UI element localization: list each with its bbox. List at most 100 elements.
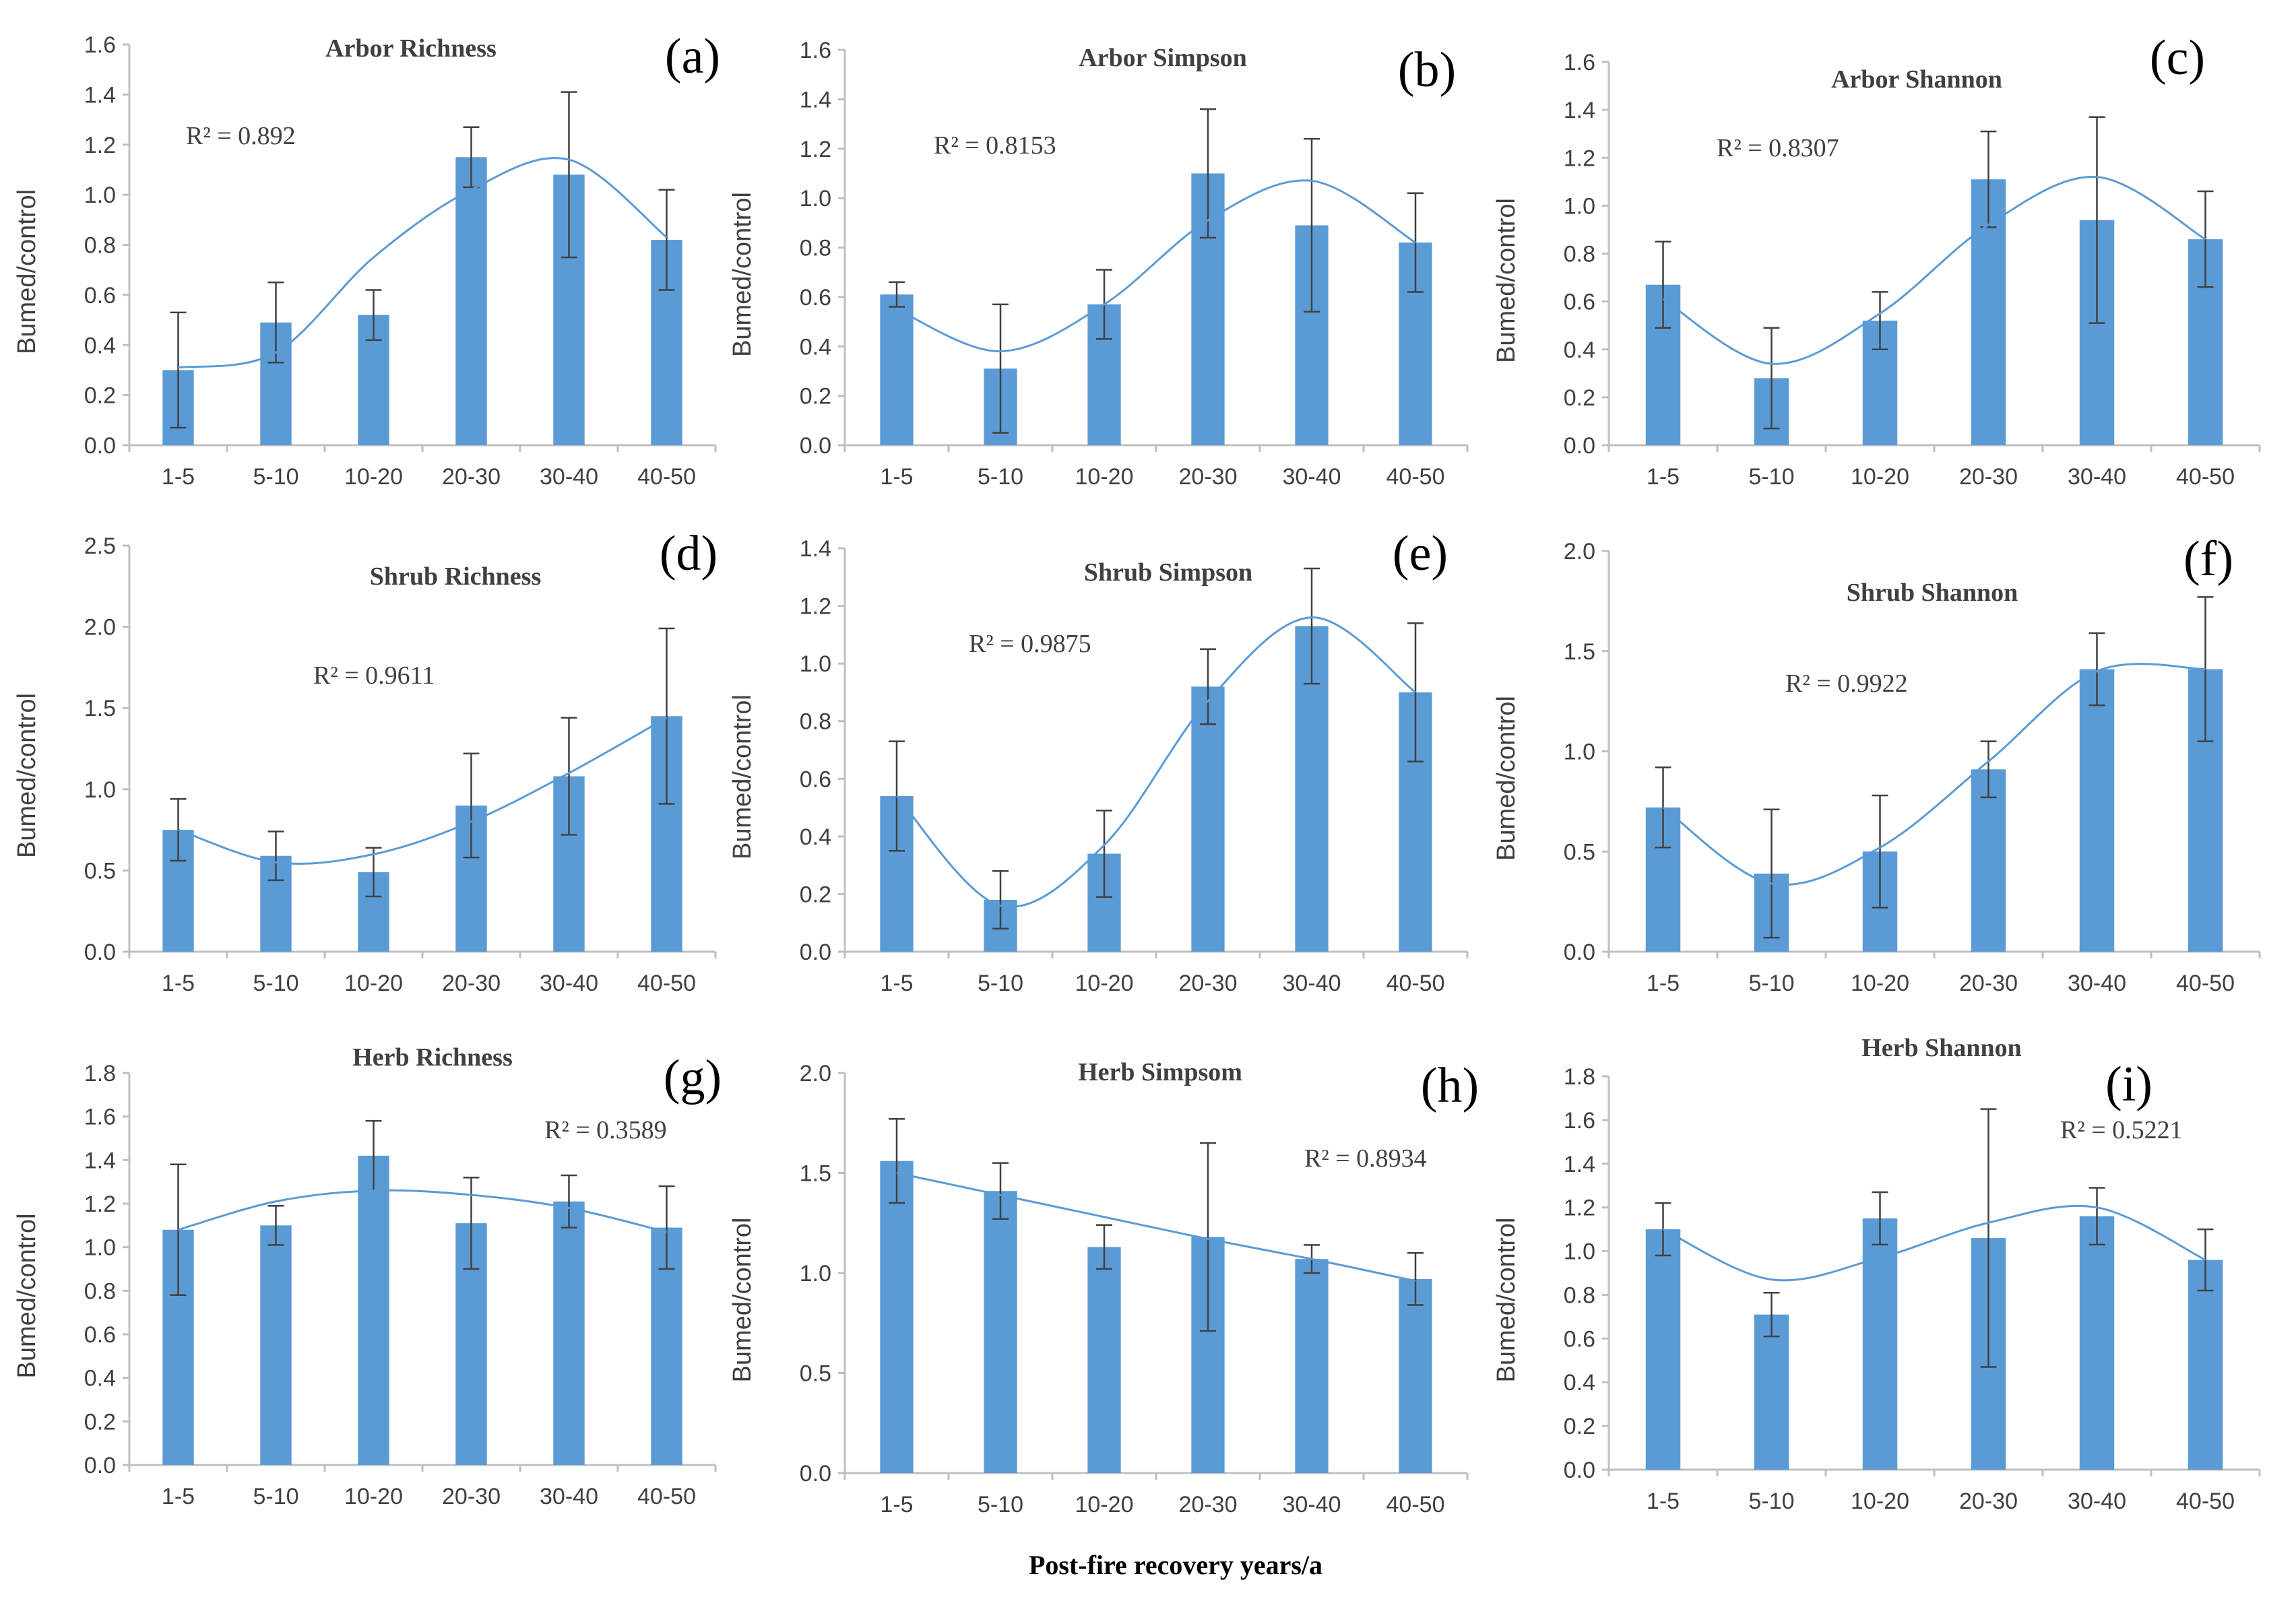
bar-30-40 xyxy=(553,1201,585,1465)
error-bar xyxy=(1096,1224,1112,1270)
error-bar xyxy=(992,303,1009,434)
y-tick-label: 1.0 xyxy=(800,1261,831,1286)
x-tick-label: 1-5 xyxy=(162,464,195,490)
y-tick-label: 0.2 xyxy=(800,384,831,410)
y-tick-label: 0.0 xyxy=(800,940,831,965)
error-bar xyxy=(267,1204,284,1246)
error-bar xyxy=(992,1162,1009,1220)
x-tick-label: 20-30 xyxy=(442,1484,501,1509)
x-tick-label: 20-30 xyxy=(1179,971,1238,996)
bar-1-5 xyxy=(1645,1229,1681,1470)
chart-d: 0.0 0.5 1.0 1.5 2.0 2.5 1-5 5-10 10-20 20-30 30-40… xyxy=(13,526,718,996)
y-tick-label: 0.4 xyxy=(800,334,831,360)
y-tick-label: 0.8 xyxy=(84,1278,116,1304)
error-bar xyxy=(561,1174,577,1229)
error-bar xyxy=(1304,567,1320,685)
error-bar xyxy=(1980,1108,1997,1368)
y-tick-label: 0.6 xyxy=(1564,290,1595,315)
bar-30-40 xyxy=(2079,1216,2115,1470)
y-tick-label: 0.2 xyxy=(84,383,116,409)
y-axis-title: Bumed/control xyxy=(728,1217,757,1382)
error-bar xyxy=(1872,794,1888,909)
x-tick-label: 1-5 xyxy=(880,1492,913,1518)
y-tick-label: 1.0 xyxy=(84,183,116,208)
y-tick-label: 1.2 xyxy=(800,594,831,620)
bar-1-5 xyxy=(880,294,914,445)
chart-title: Shrub Richness xyxy=(370,562,541,591)
x-tick-label: 5-10 xyxy=(1748,1489,1794,1514)
bar-20-30 xyxy=(1971,769,2006,952)
x-tick-label: 40-50 xyxy=(1386,464,1445,490)
y-tick-label: 1.8 xyxy=(1564,1064,1595,1090)
error-bar xyxy=(2088,116,2105,324)
x-tick-label: 30-40 xyxy=(2068,464,2126,490)
x-tick-label: 20-30 xyxy=(1179,1492,1238,1518)
y-tick-label: 0.6 xyxy=(1564,1326,1595,1352)
trend-line xyxy=(1662,176,2206,365)
x-tick-label: 1-5 xyxy=(880,464,913,490)
error-bar xyxy=(1763,808,1780,939)
error-bar xyxy=(658,189,675,291)
x-tick-label: 30-40 xyxy=(1283,464,1341,490)
error-bar xyxy=(1763,1291,1780,1338)
chart-title: Shrub Shannon xyxy=(1847,579,2018,607)
y-tick-label: 1.4 xyxy=(1564,1152,1595,1177)
chart-f: 0.0 0.5 1.0 1.5 2.0 1-5 5-10 10-20 20-30 30-40 40-… xyxy=(1492,531,2261,996)
x-tick-label: 40-50 xyxy=(2176,971,2235,996)
y-tick-label: 0.4 xyxy=(1564,337,1595,363)
bar-10-20 xyxy=(1862,1218,1898,1470)
y-tick-label: 1.6 xyxy=(84,32,116,58)
y-tick-label: 0.5 xyxy=(1564,839,1595,865)
x-tick-label: 1-5 xyxy=(1647,971,1680,996)
x-tick-label: 5-10 xyxy=(978,1492,1023,1518)
y-tick-label: 0.0 xyxy=(1564,940,1595,965)
trend-line xyxy=(896,179,1416,353)
x-tick-label: 10-20 xyxy=(1851,971,1909,996)
panel-label: (f) xyxy=(2183,531,2233,587)
error-bar xyxy=(992,870,1009,930)
x-tick-label: 40-50 xyxy=(2176,464,2235,490)
y-tick-label: 0.0 xyxy=(1564,1458,1595,1483)
trend-line xyxy=(1662,1204,2206,1282)
x-tick-label: 10-20 xyxy=(344,1484,403,1509)
y-tick-label: 0.4 xyxy=(800,824,831,850)
x-tick-label: 10-20 xyxy=(344,971,403,996)
r-squared-annotation: R² = 0.9875 xyxy=(969,630,1091,658)
x-axis-title: Post-fire recovery years/a xyxy=(1029,1550,1322,1580)
y-axis-title: Bumed/control xyxy=(1492,1217,1521,1382)
y-tick-label: 1.5 xyxy=(1564,639,1595,665)
x-tick-label: 5-10 xyxy=(253,1484,298,1509)
y-tick-label: 1.4 xyxy=(800,87,831,112)
bar-30-40 xyxy=(2079,669,2115,952)
y-tick-label: 1.0 xyxy=(1564,1239,1595,1265)
error-bar xyxy=(1763,327,1780,430)
chart-title: Arbor Shannon xyxy=(1831,65,2002,94)
x-tick-label: 20-30 xyxy=(1959,464,2018,490)
y-tick-label: 0.8 xyxy=(1564,1282,1595,1308)
y-tick-label: 1.2 xyxy=(800,137,831,162)
y-tick-label: 1.4 xyxy=(1564,98,1595,123)
chart-e: 0.0 0.2 0.4 0.6 0.8 1.0 1.2 1.4 1-5 5-10 10-20 20-3… xyxy=(728,526,1469,996)
x-tick-label: 20-30 xyxy=(442,971,501,996)
y-tick-label: 2.0 xyxy=(800,1061,831,1086)
x-tick-label: 1-5 xyxy=(162,971,195,996)
error-bar xyxy=(463,1176,480,1270)
error-bar xyxy=(1980,740,1997,799)
trend-line xyxy=(178,1189,667,1233)
error-bar xyxy=(1304,137,1320,313)
trend-line xyxy=(895,616,1416,908)
panel-label: (c) xyxy=(2150,30,2205,86)
error-bar xyxy=(658,627,675,805)
charts-grid: 0.0 0.2 0.4 0.6 0.8 1.0 1.2 1.4 1.6 1-5 5-10 10-20 2… xyxy=(13,29,2261,1518)
y-axis-title: Bumed/control xyxy=(728,192,757,357)
y-axis-title: Bumed/control xyxy=(728,694,757,859)
x-tick-label: 30-40 xyxy=(1283,971,1341,996)
y-tick-label: 1.0 xyxy=(84,777,116,803)
r-squared-annotation: R² = 0.892 xyxy=(186,122,296,150)
panel-label: (h) xyxy=(1421,1058,1479,1113)
x-tick-label: 5-10 xyxy=(253,464,298,490)
y-tick-label: 0.8 xyxy=(1564,242,1595,267)
x-tick-label: 10-20 xyxy=(1075,971,1134,996)
x-tick-label: 20-30 xyxy=(1959,1489,2018,1514)
x-tick-label: 30-40 xyxy=(540,971,598,996)
